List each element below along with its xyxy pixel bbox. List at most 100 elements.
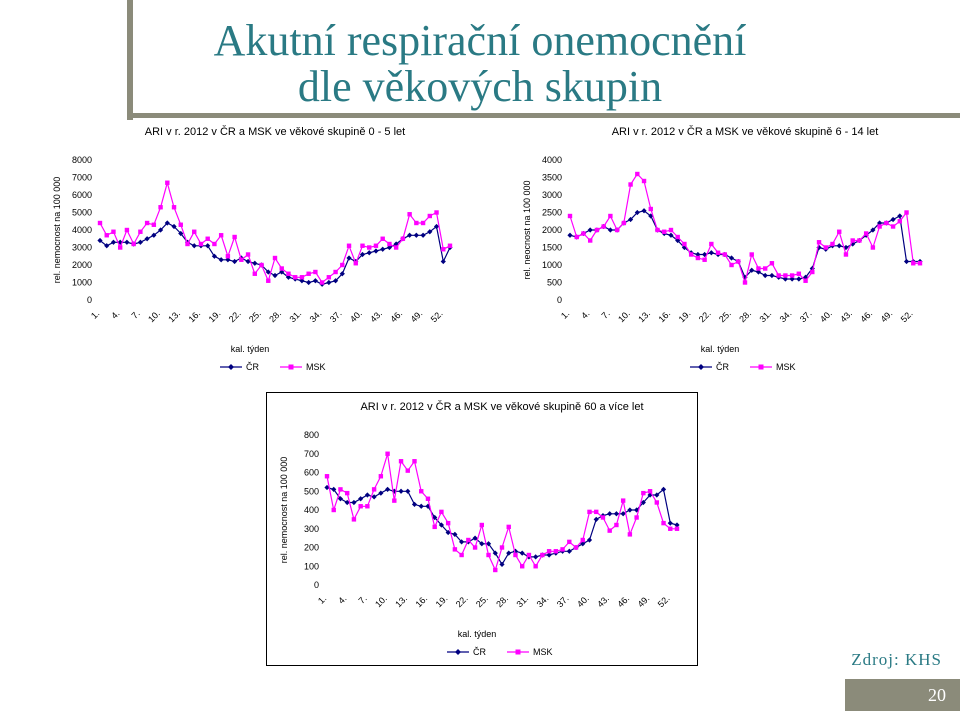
data-point [385,451,390,456]
data-point [259,262,264,268]
data-point [225,254,231,259]
data-point [111,229,116,234]
data-point [810,269,815,275]
data-point [407,212,412,217]
chart-title: ARI v r. 2012 v ČR a MSK ve věkové skupi… [360,400,643,413]
data-point [580,541,586,547]
y-tick-label: 5000 [72,208,92,218]
data-point [796,271,802,276]
data-point [608,213,613,219]
data-point [647,489,653,494]
data-point [384,486,391,492]
y-tick-label: 3500 [542,173,562,183]
data-point [654,492,660,498]
data-point [533,554,539,560]
x-tick-label: 13. [393,593,409,609]
data-point [755,269,762,275]
data-point [803,278,808,283]
data-point [364,492,370,498]
data-point [662,229,667,234]
data-point [447,243,453,248]
data-point [373,243,379,248]
data-point [393,245,399,250]
data-point [378,474,384,479]
data-point [299,278,305,284]
x-tick-label: 40. [348,308,364,324]
data-point [890,224,896,229]
slide-title-line-2: dle věkových skupin [297,62,663,111]
data-point [333,269,338,275]
data-point [272,272,278,279]
series-line [99,180,451,284]
x-tick-label: 22. [454,593,470,609]
data-point [359,251,366,258]
data-point [911,261,916,266]
legend: ČR MSK [447,647,553,657]
data-point [816,240,822,245]
data-point [239,257,244,262]
x-tick-label: 16. [413,593,429,609]
y-tick-label: 1000 [72,278,92,288]
x-tick-label: 43. [368,308,384,324]
data-point [279,269,285,275]
data-point [164,220,170,226]
data-point [432,514,438,521]
data-point [641,208,647,214]
chart-title: ARI v r. 2012 v ČR a MSK ve věkové skupi… [145,125,405,138]
data-point [903,258,910,265]
legend-item: MSK [507,647,553,657]
x-tick-label: 10. [616,308,632,324]
data-point [178,222,183,227]
legend-item: ČR [690,362,729,372]
x-tick-label: 28. [267,308,283,324]
data-point [205,236,210,241]
x-tick-label: 52. [656,593,672,609]
legend-marker [455,649,461,655]
data-point [634,515,639,520]
data-point [366,250,372,256]
data-point [306,279,312,286]
data-point [499,561,505,567]
data-point [506,550,512,556]
data-point [380,236,385,241]
data-point [110,239,117,245]
data-point [857,238,862,243]
data-point [567,213,573,219]
data-point [419,489,424,494]
legend-item: MSK [280,362,326,372]
y-tick-label: 500 [304,486,319,496]
y-axis-label: rel. neocnost na 100 000 [522,180,532,279]
data-point [573,545,579,550]
data-point [627,532,633,537]
data-point [265,269,271,275]
data-point [695,255,701,261]
data-point [593,516,599,522]
legend-label: ČR [716,362,729,372]
data-point [904,210,909,215]
data-point [299,275,305,280]
y-axis-label: rel. nemocnost na 100 000 [279,457,289,564]
x-tick-label: 7. [129,308,141,320]
data-point [104,243,110,249]
x-tick-label: 4. [336,593,348,605]
data-point [392,498,397,503]
x-tick-label: 19. [677,308,693,324]
y-tick-label: 1000 [542,260,562,270]
data-point [620,498,626,503]
data-point [897,213,903,219]
data-point [709,241,714,247]
data-point [762,266,768,271]
data-point [279,266,284,271]
data-point [574,234,579,240]
data-point [331,507,336,513]
y-tick-label: 3000 [542,190,562,200]
data-point [405,488,411,494]
y-tick-label: 6000 [72,190,92,200]
data-point [715,250,721,255]
data-point [492,550,498,556]
x-tick-label: 19. [434,593,450,609]
series-cr [97,220,453,287]
y-tick-label: 2000 [542,225,562,235]
x-tick-label: 40. [575,593,591,609]
data-point [870,227,876,233]
